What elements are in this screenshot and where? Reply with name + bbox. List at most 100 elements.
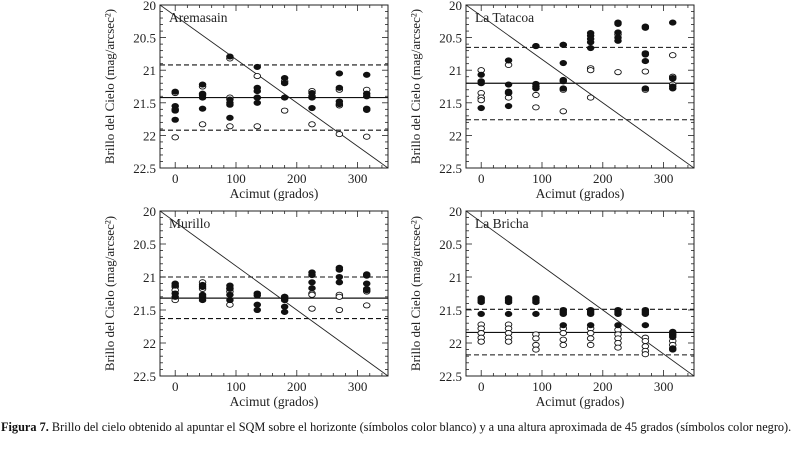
diagonal-line (160, 5, 388, 168)
data-point-open (532, 346, 540, 353)
data-point-filled (614, 29, 622, 36)
data-point-filled (477, 310, 485, 318)
y-tick-label: 22 (143, 336, 156, 351)
data-point-filled (171, 116, 179, 123)
data-point-filled (198, 283, 207, 290)
plot-frame (465, 4, 695, 169)
data-point-open (532, 91, 540, 99)
x-tick-label: 200 (287, 379, 307, 394)
data-point-filled (614, 20, 622, 27)
data-point-filled (335, 70, 344, 77)
data-point-filled (253, 88, 262, 95)
data-point-open (532, 335, 540, 342)
data-point-open (614, 69, 622, 76)
data-point-filled (280, 80, 289, 87)
data-point-filled (668, 74, 677, 82)
data-point-filled (504, 299, 513, 306)
data-point-filled (198, 81, 207, 88)
data-point-open (668, 52, 677, 59)
y-axis-label: Brillo del Cielo (mag/arcsec²) (408, 9, 423, 164)
data-point-filled (668, 85, 677, 92)
data-point-open (308, 291, 316, 298)
x-tick-label: 300 (654, 171, 674, 186)
data-point-filled (532, 43, 540, 50)
data-point-filled (668, 346, 677, 353)
data-point-filled (335, 279, 344, 286)
y-tick-label: 20 (449, 204, 462, 219)
data-point-filled (668, 334, 677, 341)
data-point-open (226, 123, 234, 130)
caption-text: Brillo del cielo obtenido al apuntar el … (48, 420, 792, 434)
data-point-open (198, 121, 207, 128)
data-point-filled (335, 101, 344, 108)
data-point-filled (253, 99, 262, 106)
y-tick-label: 21 (143, 63, 156, 78)
y-tick-label: 21.5 (133, 303, 156, 318)
data-point-filled (198, 297, 207, 304)
data-point-filled (504, 89, 513, 97)
data-point-filled (335, 266, 344, 273)
data-point-open (586, 67, 595, 74)
x-tick-label: 0 (172, 379, 179, 394)
data-point-filled (362, 280, 371, 287)
data-point-filled (308, 94, 316, 101)
data-point-filled (504, 81, 513, 88)
data-point-filled (504, 310, 513, 318)
data-point-filled (586, 39, 595, 46)
x-tick-label: 200 (287, 171, 307, 186)
data-point-filled (559, 310, 568, 318)
data-point-open (253, 123, 262, 130)
data-point-filled (614, 37, 622, 44)
y-tick-label: 20 (449, 0, 462, 13)
y-tick-label: 20.5 (439, 237, 462, 252)
data-point-filled (504, 103, 513, 110)
data-point-open (477, 97, 485, 104)
data-point-open (559, 330, 568, 337)
x-tick-label: 300 (654, 379, 674, 394)
y-tick-label: 22.5 (133, 369, 156, 384)
data-point-filled (614, 310, 622, 318)
data-point-open (532, 104, 540, 111)
plot-data (160, 5, 388, 168)
data-point-filled (280, 94, 289, 101)
data-point-filled (559, 85, 568, 92)
data-point-open (335, 293, 344, 300)
data-point-filled (668, 19, 677, 26)
y-tick-label: 21.5 (439, 303, 462, 318)
data-point-filled (614, 322, 622, 329)
data-point-filled (477, 71, 485, 78)
data-point-filled (253, 63, 262, 70)
data-point-filled (586, 310, 595, 318)
data-point-filled (171, 107, 179, 114)
data-point-filled (253, 301, 262, 308)
data-point-open (504, 338, 513, 345)
data-point-open (335, 306, 344, 314)
data-point-open (641, 337, 650, 345)
data-point-filled (171, 293, 179, 300)
data-point-open (586, 335, 595, 342)
data-point-filled (641, 51, 650, 58)
data-point-open (586, 94, 595, 101)
y-tick-label: 21 (449, 63, 462, 78)
y-tick-label: 22 (143, 128, 156, 143)
y-tick-label: 21 (449, 270, 462, 285)
data-point-filled (198, 105, 207, 112)
y-tick-label: 20.5 (133, 31, 156, 46)
data-point-open (586, 341, 595, 349)
chart-panel-1: 20 20.5 21 21.5 22 22.5 0 100 200 300 Acimut (grad… (408, 0, 695, 201)
data-point-filled (335, 273, 344, 281)
x-tick-label: 100 (532, 379, 552, 394)
data-point-open (477, 338, 485, 345)
data-point-filled (477, 80, 485, 87)
plot-data (466, 211, 694, 376)
x-tick-label: 0 (172, 171, 179, 186)
x-tick-label: 100 (532, 171, 552, 186)
data-point-filled (198, 94, 207, 101)
x-tick-label: 300 (348, 171, 368, 186)
chart-panel-3: 20 20.5 21 21.5 22 22.5 0 100 200 300 Acimut (grad… (408, 204, 695, 409)
data-point-filled (280, 303, 289, 310)
y-tick-label: 20.5 (439, 31, 462, 46)
diagonal-line (466, 211, 694, 376)
plot-data (160, 211, 388, 376)
